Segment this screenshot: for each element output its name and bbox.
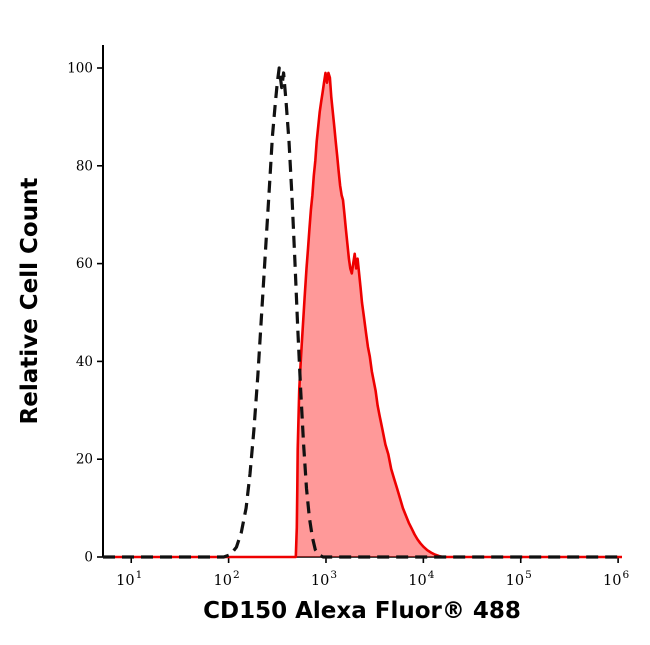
- svg-text:20: 20: [76, 452, 93, 468]
- svg-text:80: 80: [76, 158, 93, 174]
- svg-text:103: 103: [311, 569, 337, 589]
- svg-text:100: 100: [67, 61, 93, 77]
- svg-text:104: 104: [408, 569, 434, 589]
- svg-text:40: 40: [76, 354, 93, 370]
- svg-text:0: 0: [84, 550, 93, 566]
- x-axis-title: CD150 Alexa Fluor® 488: [203, 598, 521, 624]
- svg-text:105: 105: [506, 569, 532, 589]
- svg-text:60: 60: [76, 256, 93, 272]
- svg-text:102: 102: [214, 569, 240, 589]
- y-axis-title: Relative Cell Count: [17, 177, 43, 425]
- svg-text:106: 106: [603, 569, 629, 589]
- svg-text:101: 101: [116, 569, 142, 589]
